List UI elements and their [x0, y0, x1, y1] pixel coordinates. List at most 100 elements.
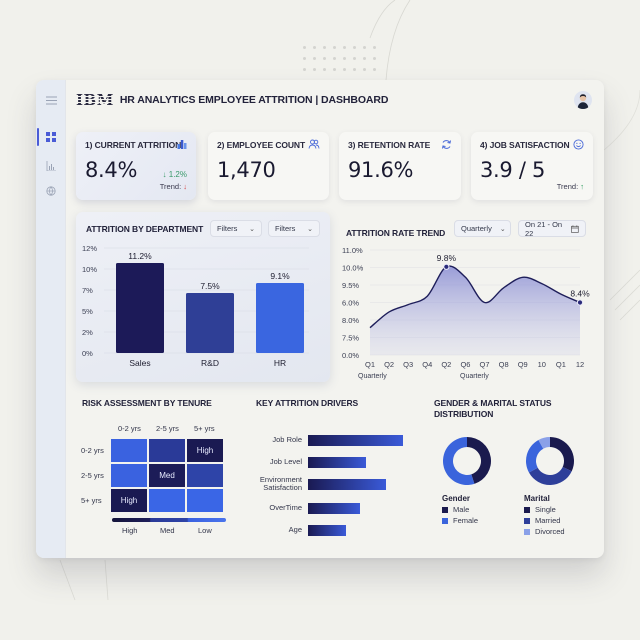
data-label: 8.4%: [570, 289, 590, 299]
x-tick-label: Q4: [422, 360, 432, 369]
kpi-card-employee-count[interactable]: 2) EMPLOYEE COUNT 1,470: [208, 132, 329, 200]
legend-label: Divorced: [535, 527, 565, 536]
y-tick-label: 11.0%: [342, 246, 363, 255]
heatmap-col-label: 5+ yrs: [194, 424, 215, 433]
bar-rd[interactable]: [186, 293, 234, 353]
donut-segment-married[interactable]: [528, 466, 572, 485]
kpi-value: 3.9 / 5: [480, 158, 546, 182]
driver-row[interactable]: Job Level: [256, 456, 426, 468]
heatmap-col-label: 0-2 yrs: [118, 424, 141, 433]
legend-item: Female: [442, 516, 478, 525]
gender-legend: Gender Male Female: [442, 494, 478, 525]
x-tick-label: Q8: [499, 360, 509, 369]
x-sub-label: Quarterly: [358, 373, 387, 380]
heatmap-row-label: 5+ yrs: [81, 496, 102, 505]
legend-swatch: [524, 506, 530, 513]
user-avatar-icon: [577, 94, 589, 109]
driver-row[interactable]: OverTime: [256, 502, 426, 514]
x-tick-label: Q1: [365, 360, 375, 369]
date-range-picker[interactable]: On 21 - On 22: [518, 220, 586, 238]
trend-label: Trend:: [556, 182, 579, 191]
app-header: IBM HR ANALYTICS EMPLOYEE ATTRITION | DA…: [66, 80, 604, 120]
heatmap-cell[interactable]: [148, 488, 186, 513]
heatmap-cell[interactable]: [110, 463, 148, 488]
bar-chart-icon: [177, 140, 187, 149]
kpi-card-retention-rate[interactable]: 3) RETENTION RATE 91.6%: [339, 132, 461, 200]
heatmap-cell[interactable]: High: [110, 488, 148, 513]
legend-label: Male: [453, 505, 470, 514]
key-attrition-drivers-panel: KEY ATTRITION DRIVERS Job Role Job Level E…: [256, 398, 426, 538]
period-select[interactable]: Quarterly ⌄: [454, 220, 511, 237]
menu-button[interactable]: [36, 89, 66, 111]
gender-marital-distribution-panel: GENDER & MARITAL STATUS DISTRIBUTION Gen…: [434, 398, 599, 548]
globe-icon: [46, 186, 56, 196]
gender-donut-chart: [443, 437, 491, 485]
heatmap-cell[interactable]: [186, 488, 224, 513]
data-point[interactable]: [443, 263, 450, 270]
heatmap-cell[interactable]: [186, 463, 224, 488]
data-point[interactable]: [576, 299, 584, 306]
x-tick-label: Sales: [129, 358, 150, 368]
attrition-rate-trend-panel: ATTRITION RATE TREND Quarterly ⌄ On 21 - …: [336, 212, 598, 387]
driver-row[interactable]: Environment Satisfaction: [256, 476, 426, 491]
donut-segment-divorced[interactable]: [538, 437, 550, 449]
users-icon: [308, 139, 320, 149]
dashboard-window: IBM HR ANALYTICS EMPLOYEE ATTRITION | DA…: [36, 80, 604, 558]
donut-segment-male[interactable]: [467, 437, 491, 484]
heatmap-cell[interactable]: [148, 438, 186, 463]
donut-segment-female[interactable]: [443, 437, 475, 485]
x-tick-label: 12: [576, 360, 584, 369]
kpi-value: 91.6%: [348, 158, 414, 182]
heatmap-cell[interactable]: Med: [148, 463, 186, 488]
filter-dropdown-2[interactable]: Filters ⌄: [268, 220, 320, 237]
driver-label: OverTime: [269, 503, 302, 513]
legend-label: Married: [535, 516, 561, 525]
x-tick-label: Q1: [556, 360, 566, 369]
dot-pattern: [300, 43, 380, 74]
panel-title: ATTRITION RATE TREND: [346, 228, 446, 238]
x-tick-label: Q7: [480, 360, 490, 369]
driver-row[interactable]: Job Role: [256, 434, 426, 446]
scale-label: Low: [198, 526, 212, 535]
legend-item: Married: [524, 516, 565, 525]
data-label: 9.1%: [270, 271, 290, 281]
x-tick-label: HR: [274, 358, 286, 368]
kpi-card-job-satisfaction[interactable]: 4) JOB SATISFACTION 3.9 / 5 Trend: ↑: [471, 132, 593, 200]
marital-donut-chart: [526, 437, 574, 485]
donut-segment-single[interactable]: [550, 437, 574, 472]
donut-segment-other[interactable]: [526, 439, 544, 473]
driver-row[interactable]: Age: [256, 524, 426, 536]
y-tick-label: 5%: [82, 307, 93, 316]
legend-label: Single: [535, 505, 556, 514]
x-tick-label: Q6: [460, 360, 470, 369]
driver-label: Age: [288, 525, 302, 535]
marital-legend: Marital Single Married Divorced: [524, 494, 565, 536]
department-bar-chart: 12% 10% 7% 5% 2% 0% 11.2% Sales 7.5% R&D 9.1% HR: [82, 244, 309, 368]
attrition-by-department-panel: ATTRITION BY DEPARTMENT Filters ⌄ Filters…: [76, 212, 330, 382]
x-tick-label: Q9: [518, 360, 528, 369]
panel-title: ATTRITION BY DEPARTMENT: [86, 224, 204, 234]
legend-item: Single: [524, 505, 565, 514]
heatmap-cell[interactable]: High: [186, 438, 224, 463]
filter-dropdown-1[interactable]: Filters ⌄: [210, 220, 262, 237]
heatmap-row-label: 0-2 yrs: [81, 446, 104, 455]
sidebar-item-dashboard[interactable]: [36, 126, 66, 148]
y-tick-label: 9.5%: [342, 281, 359, 290]
kpi-title: 2) EMPLOYEE COUNT: [217, 140, 306, 150]
kpi-card-current-attrition[interactable]: 1) CURRENT ATTRITION 8.4% ↓ 1.2% Trend: …: [76, 132, 196, 200]
kpi-value: 1,470: [217, 158, 276, 182]
chevron-down-icon: ⌄: [499, 225, 506, 233]
attrition-trend-area-chart: 11.0% 10.0% 9.5% 6.0% 8.0% 7.5% 0.0% 9.8% 8.4% Q1…: [342, 246, 590, 380]
dropdown-label: Filters: [217, 224, 238, 233]
bar-hr[interactable]: [256, 283, 304, 353]
sidebar-item-settings[interactable]: [36, 180, 66, 202]
legend-label: Female: [453, 516, 479, 525]
grid-icon: [46, 132, 56, 142]
kpi-title: 4) JOB SATISFACTION: [480, 140, 570, 150]
kpi-title: 1) CURRENT ATTRITION: [85, 140, 182, 150]
sidebar-item-analytics[interactable]: [36, 155, 66, 177]
y-tick-label: 2%: [82, 328, 93, 337]
heatmap-cell[interactable]: [110, 438, 148, 463]
user-avatar[interactable]: [574, 91, 592, 109]
bar-sales[interactable]: [116, 263, 164, 353]
